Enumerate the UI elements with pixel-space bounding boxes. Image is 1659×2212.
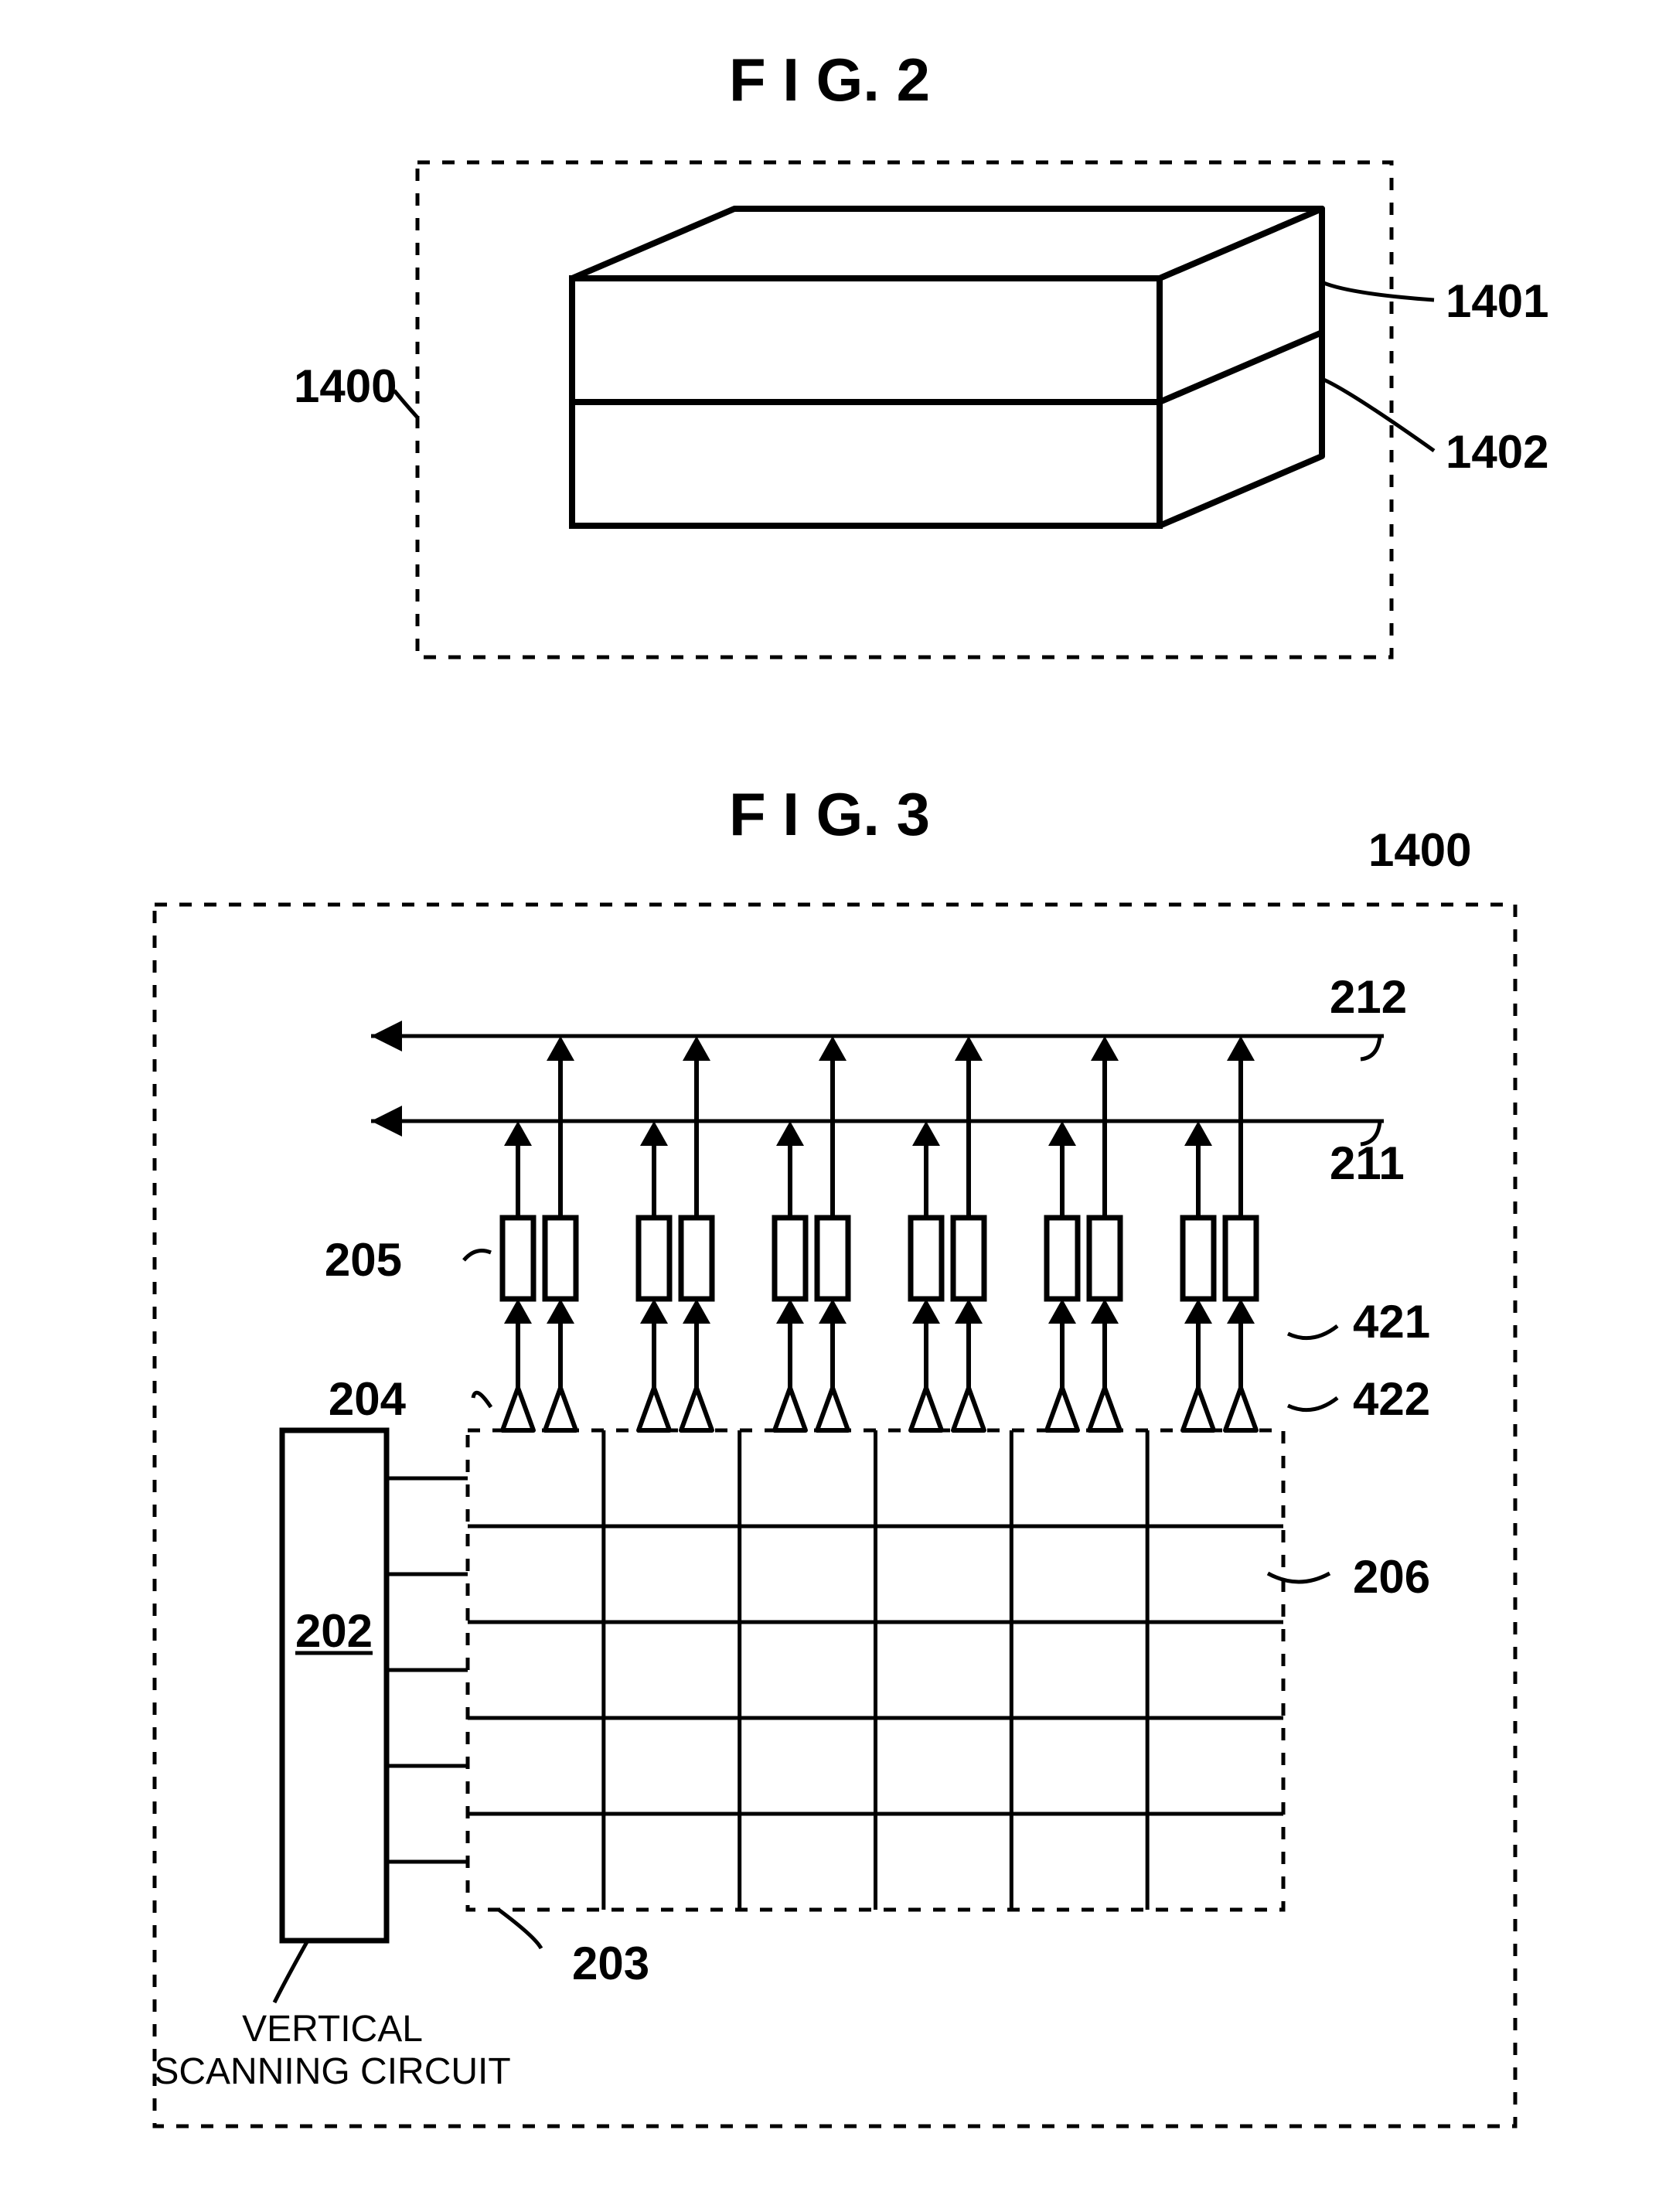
- vertical-scanning-circuit: 202 VERTICALSCANNING CIRCUIT: [154, 1430, 510, 2092]
- fig3-labels: 205 204 421 422 212 211: [325, 971, 1430, 1425]
- label-205: 205: [325, 1234, 402, 1286]
- diagram-canvas: F I G. 2 1400 1401 1402 F I G. 3 1400 202 V…: [0, 0, 1659, 2212]
- fig2: F I G. 2 1400 1401 1402: [294, 46, 1548, 657]
- label-212: 212: [1330, 971, 1407, 1023]
- fig2-title: F I G. 2: [729, 46, 930, 114]
- column-readout: [502, 1036, 1256, 1430]
- vsc-caption-line2: SCANNING CIRCUIT: [154, 2051, 510, 2092]
- label-1402: 1402: [1446, 426, 1548, 478]
- fig3: F I G. 3 1400 202 VERTICALSCANNING CIRCUI…: [154, 780, 1515, 2126]
- fig2-stacked-block: [572, 209, 1322, 526]
- pixel-array: 203 206: [468, 1430, 1430, 1989]
- output-buses: [371, 1021, 1384, 1137]
- row-control-lines: [387, 1478, 468, 1862]
- fig3-title: F I G. 3: [729, 780, 930, 848]
- vsc-caption-line1: VERTICAL: [242, 2009, 423, 2050]
- label-211: 211: [1330, 1137, 1405, 1189]
- fig3-outer-label: 1400: [1368, 824, 1471, 876]
- label-422: 422: [1353, 1373, 1430, 1425]
- label-203: 203: [572, 1938, 649, 1989]
- label-206: 206: [1353, 1551, 1430, 1603]
- label-1401: 1401: [1446, 275, 1548, 327]
- label-1400: 1400: [294, 360, 397, 412]
- label-421: 421: [1353, 1296, 1430, 1348]
- label-202: 202: [295, 1605, 373, 1657]
- label-204: 204: [329, 1373, 407, 1425]
